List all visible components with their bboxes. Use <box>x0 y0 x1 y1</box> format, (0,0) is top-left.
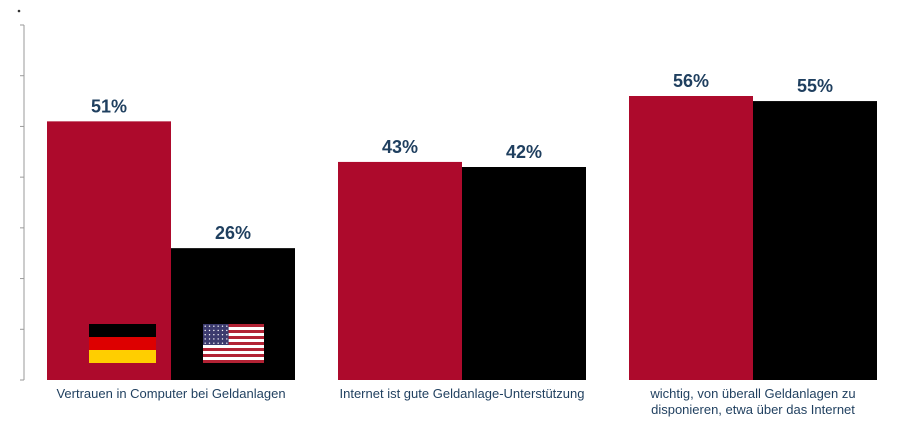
germany-flag-icon <box>89 324 156 363</box>
value-label: 56% <box>673 71 709 91</box>
usa-flag-icon <box>203 324 264 363</box>
category-labels: Vertrauen in Computer bei Geldanlagen Int… <box>56 386 855 417</box>
value-label: 51% <box>91 96 127 116</box>
category-label: Internet ist gute Geldanlage-Unterstützu… <box>340 386 585 401</box>
bars <box>47 96 877 381</box>
value-label: 43% <box>382 137 418 157</box>
value-label: 55% <box>797 76 833 96</box>
bar <box>462 167 586 380</box>
category-label: disponieren, etwa über das Internet <box>651 402 855 417</box>
bar <box>753 101 877 381</box>
bar <box>629 96 753 380</box>
value-label: 26% <box>215 223 251 243</box>
category-label: wichtig, von überall Geldanlagen zu <box>649 386 855 401</box>
bar <box>338 161 462 380</box>
corner-dot <box>17 9 21 13</box>
y-axis <box>17 9 25 381</box>
value-labels: 51% 43% 56% 26% 42% 55% <box>91 71 833 243</box>
category-label: Vertrauen in Computer bei Geldanlagen <box>56 386 285 401</box>
value-label: 42% <box>506 142 542 162</box>
flags <box>89 324 264 363</box>
